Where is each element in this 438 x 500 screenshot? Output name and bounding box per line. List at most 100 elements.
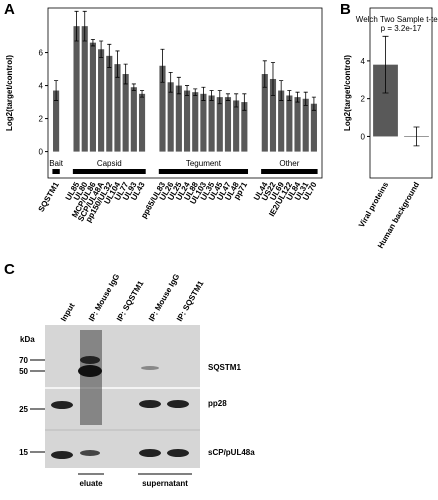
marker-label: 70	[19, 356, 28, 365]
group-label: Bait	[49, 159, 64, 168]
error-bar	[382, 35, 389, 94]
y-tick-label: 2	[39, 115, 44, 124]
error-bar	[295, 91, 300, 103]
bar	[224, 97, 232, 152]
error-bar	[270, 62, 276, 96]
error-bar	[279, 80, 284, 101]
error-bar	[413, 126, 420, 147]
group-label: Other	[279, 159, 299, 168]
error-bar	[185, 85, 190, 96]
marker-label: 25	[19, 405, 28, 414]
bar	[278, 90, 285, 152]
x-tick-label: Viral proteins	[357, 180, 391, 229]
group-label: Tegument	[186, 159, 222, 168]
error-bar	[82, 10, 87, 42]
protein-label: pp28	[208, 399, 227, 408]
y-axis-label: Log2(target/control)	[5, 55, 14, 131]
band	[167, 449, 189, 457]
bar	[106, 55, 113, 152]
panel-label: B	[340, 1, 351, 18]
plot-frame	[369, 7, 433, 179]
bar	[175, 85, 182, 152]
y-tick-label: 4	[361, 57, 366, 66]
bar	[138, 93, 146, 152]
band	[80, 356, 100, 364]
y-tick-label: 2	[361, 95, 366, 104]
bar	[233, 100, 240, 152]
band	[141, 366, 159, 370]
fraction-label: eluate	[79, 479, 103, 488]
y-tick-label: 0	[361, 132, 366, 141]
group-bar	[72, 169, 146, 174]
bar	[208, 95, 215, 152]
bar	[114, 64, 121, 152]
group-bar	[52, 169, 60, 174]
plot-frame	[47, 7, 323, 179]
y-tick-label: 0	[39, 148, 44, 157]
membrane	[45, 325, 200, 468]
error-bar	[303, 91, 308, 106]
band	[80, 450, 100, 456]
lane-label: IP: SQSTM1	[175, 279, 206, 323]
bar	[310, 103, 317, 152]
error-bar	[74, 10, 79, 42]
bar	[294, 97, 301, 152]
error-bar	[131, 83, 136, 91]
error-bar	[115, 50, 120, 78]
bar	[167, 82, 174, 152]
error-bar	[123, 63, 128, 85]
error-bar	[225, 93, 231, 101]
lane-label: IP: SQSTM1	[115, 279, 146, 323]
panel-label: A	[4, 1, 15, 18]
bar	[192, 92, 199, 152]
error-bar	[287, 90, 292, 101]
bar	[53, 90, 60, 152]
bar	[122, 74, 129, 152]
bar	[81, 26, 88, 152]
y-tick-label: 4	[39, 82, 44, 91]
annotation: p = 3.2e-17	[381, 24, 422, 33]
bar	[216, 97, 223, 152]
bar	[130, 87, 137, 152]
marker-label: 15	[19, 448, 28, 457]
x-tick-label: SQSTM1	[37, 180, 62, 213]
group-label: Capsid	[97, 159, 122, 168]
bar	[89, 42, 96, 152]
error-bar	[99, 40, 104, 58]
band	[78, 365, 102, 377]
error-bar	[139, 90, 145, 98]
y-tick-label: 6	[39, 49, 44, 58]
error-bar	[107, 43, 112, 68]
error-bar	[193, 88, 198, 96]
bar	[98, 49, 105, 152]
marker-label: 50	[19, 367, 28, 376]
error-bar	[311, 96, 316, 111]
bar	[200, 93, 207, 152]
bar	[73, 26, 80, 152]
error-bar	[90, 38, 95, 47]
error-bar	[168, 71, 173, 93]
bar	[302, 98, 309, 152]
error-bar	[262, 60, 267, 88]
error-bar	[201, 86, 206, 101]
unit-label: kDa	[20, 335, 35, 344]
group-bar	[261, 169, 318, 174]
smear	[80, 330, 102, 425]
group-bar	[158, 169, 249, 174]
blot	[45, 325, 200, 468]
error-bar	[176, 76, 181, 95]
error-bar	[217, 90, 222, 105]
y-axis-label: Log2(target/control)	[343, 55, 352, 131]
error-bar	[209, 90, 214, 101]
panel-label: C	[4, 261, 15, 278]
error-bar	[234, 93, 239, 108]
bar	[183, 90, 191, 152]
error-bar	[54, 80, 59, 101]
bar	[261, 74, 268, 152]
error-bar	[242, 93, 247, 111]
band	[51, 401, 73, 409]
protein-label: SQSTM1	[208, 363, 241, 372]
band	[139, 400, 161, 408]
annotation: Welch Two Sample t-test,	[356, 15, 438, 24]
